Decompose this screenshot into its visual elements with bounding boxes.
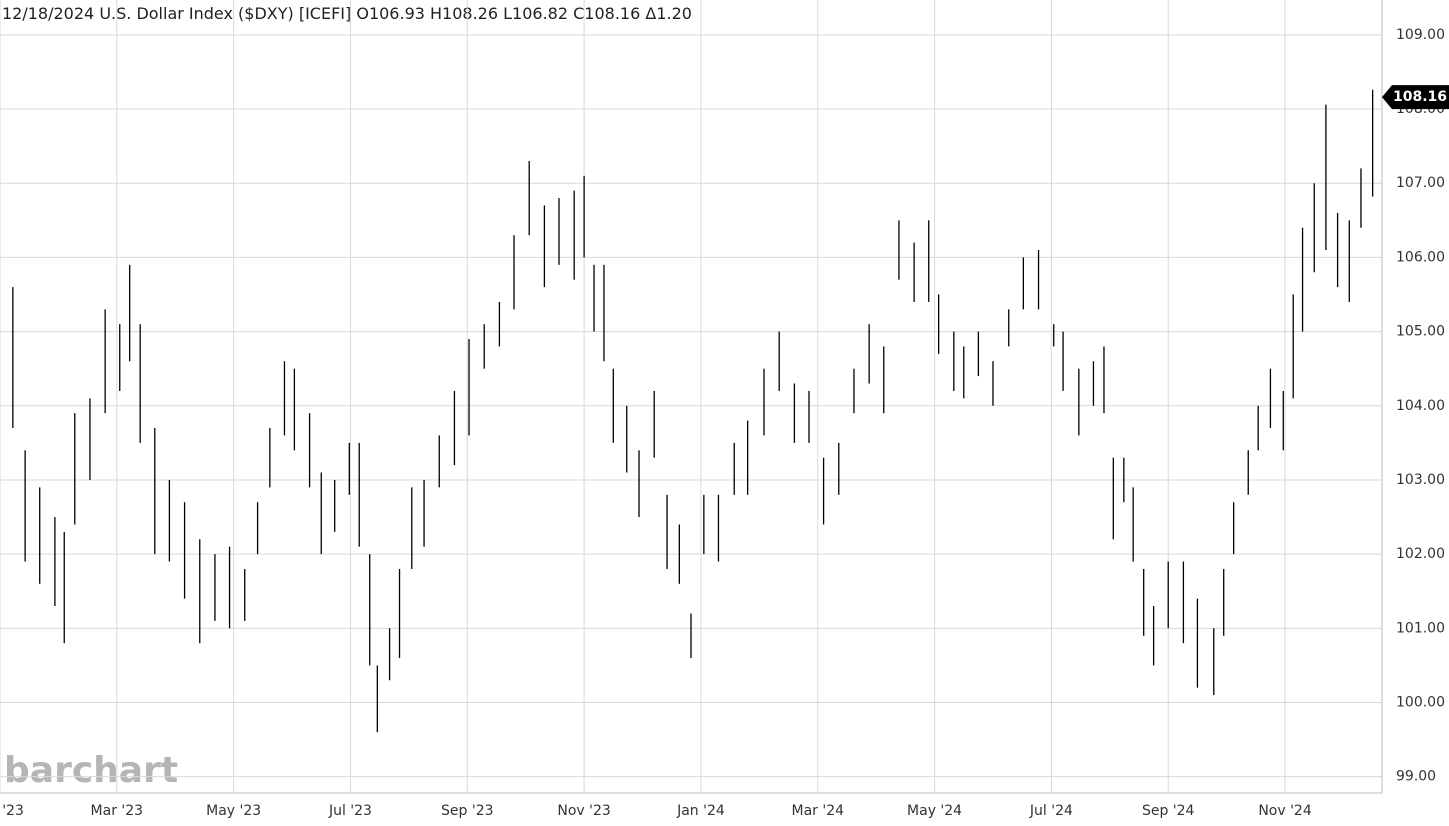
y-tick-label: 106.00 bbox=[1396, 249, 1445, 265]
x-tick-label: Mar '24 bbox=[791, 803, 844, 819]
x-tick-label: Sep '24 bbox=[1142, 803, 1195, 819]
watermark: barchart bbox=[4, 750, 178, 791]
x-tick-label: May '24 bbox=[907, 803, 962, 819]
stat: Δ1.20 bbox=[645, 4, 692, 23]
stat: O106.93 bbox=[356, 4, 425, 23]
header: 12/18/2024 U.S. Dollar Index ($DXY) [ICE… bbox=[2, 4, 692, 23]
y-tick-label: 99.00 bbox=[1396, 769, 1436, 785]
x-tick-label: Jan '23 bbox=[0, 803, 24, 819]
y-tick-label: 105.00 bbox=[1396, 324, 1445, 340]
stat: C108.16 bbox=[573, 4, 640, 23]
x-tick-label: May '23 bbox=[206, 803, 261, 819]
x-tick-label: Mar '23 bbox=[91, 803, 144, 819]
y-tick-label: 107.00 bbox=[1396, 175, 1445, 191]
x-tick-label: Jul '24 bbox=[1029, 803, 1073, 819]
y-tick-label: 104.00 bbox=[1396, 398, 1445, 414]
stat: H108.26 bbox=[430, 4, 498, 23]
y-tick-label: 101.00 bbox=[1396, 620, 1445, 636]
y-tick-label: 109.00 bbox=[1396, 27, 1445, 43]
x-tick-label: Nov '23 bbox=[557, 803, 610, 819]
stat: L106.82 bbox=[503, 4, 568, 23]
y-tick-label: 103.00 bbox=[1396, 472, 1445, 488]
x-tick-label: Jul '23 bbox=[328, 803, 372, 819]
y-tick-label: 100.00 bbox=[1396, 694, 1445, 710]
x-tick-label: Jan '24 bbox=[676, 803, 725, 819]
x-tick-label: Nov '24 bbox=[1258, 803, 1312, 819]
x-tick-label: Sep '23 bbox=[441, 803, 494, 819]
last-price-box bbox=[1382, 85, 1449, 110]
y-tick-label: 102.00 bbox=[1396, 546, 1445, 562]
symbol: U.S. Dollar Index ($DXY) [ICEFI] bbox=[99, 4, 351, 23]
last-price-label: 108.16 bbox=[1393, 89, 1447, 105]
date: 12/18/2024 bbox=[2, 4, 94, 23]
